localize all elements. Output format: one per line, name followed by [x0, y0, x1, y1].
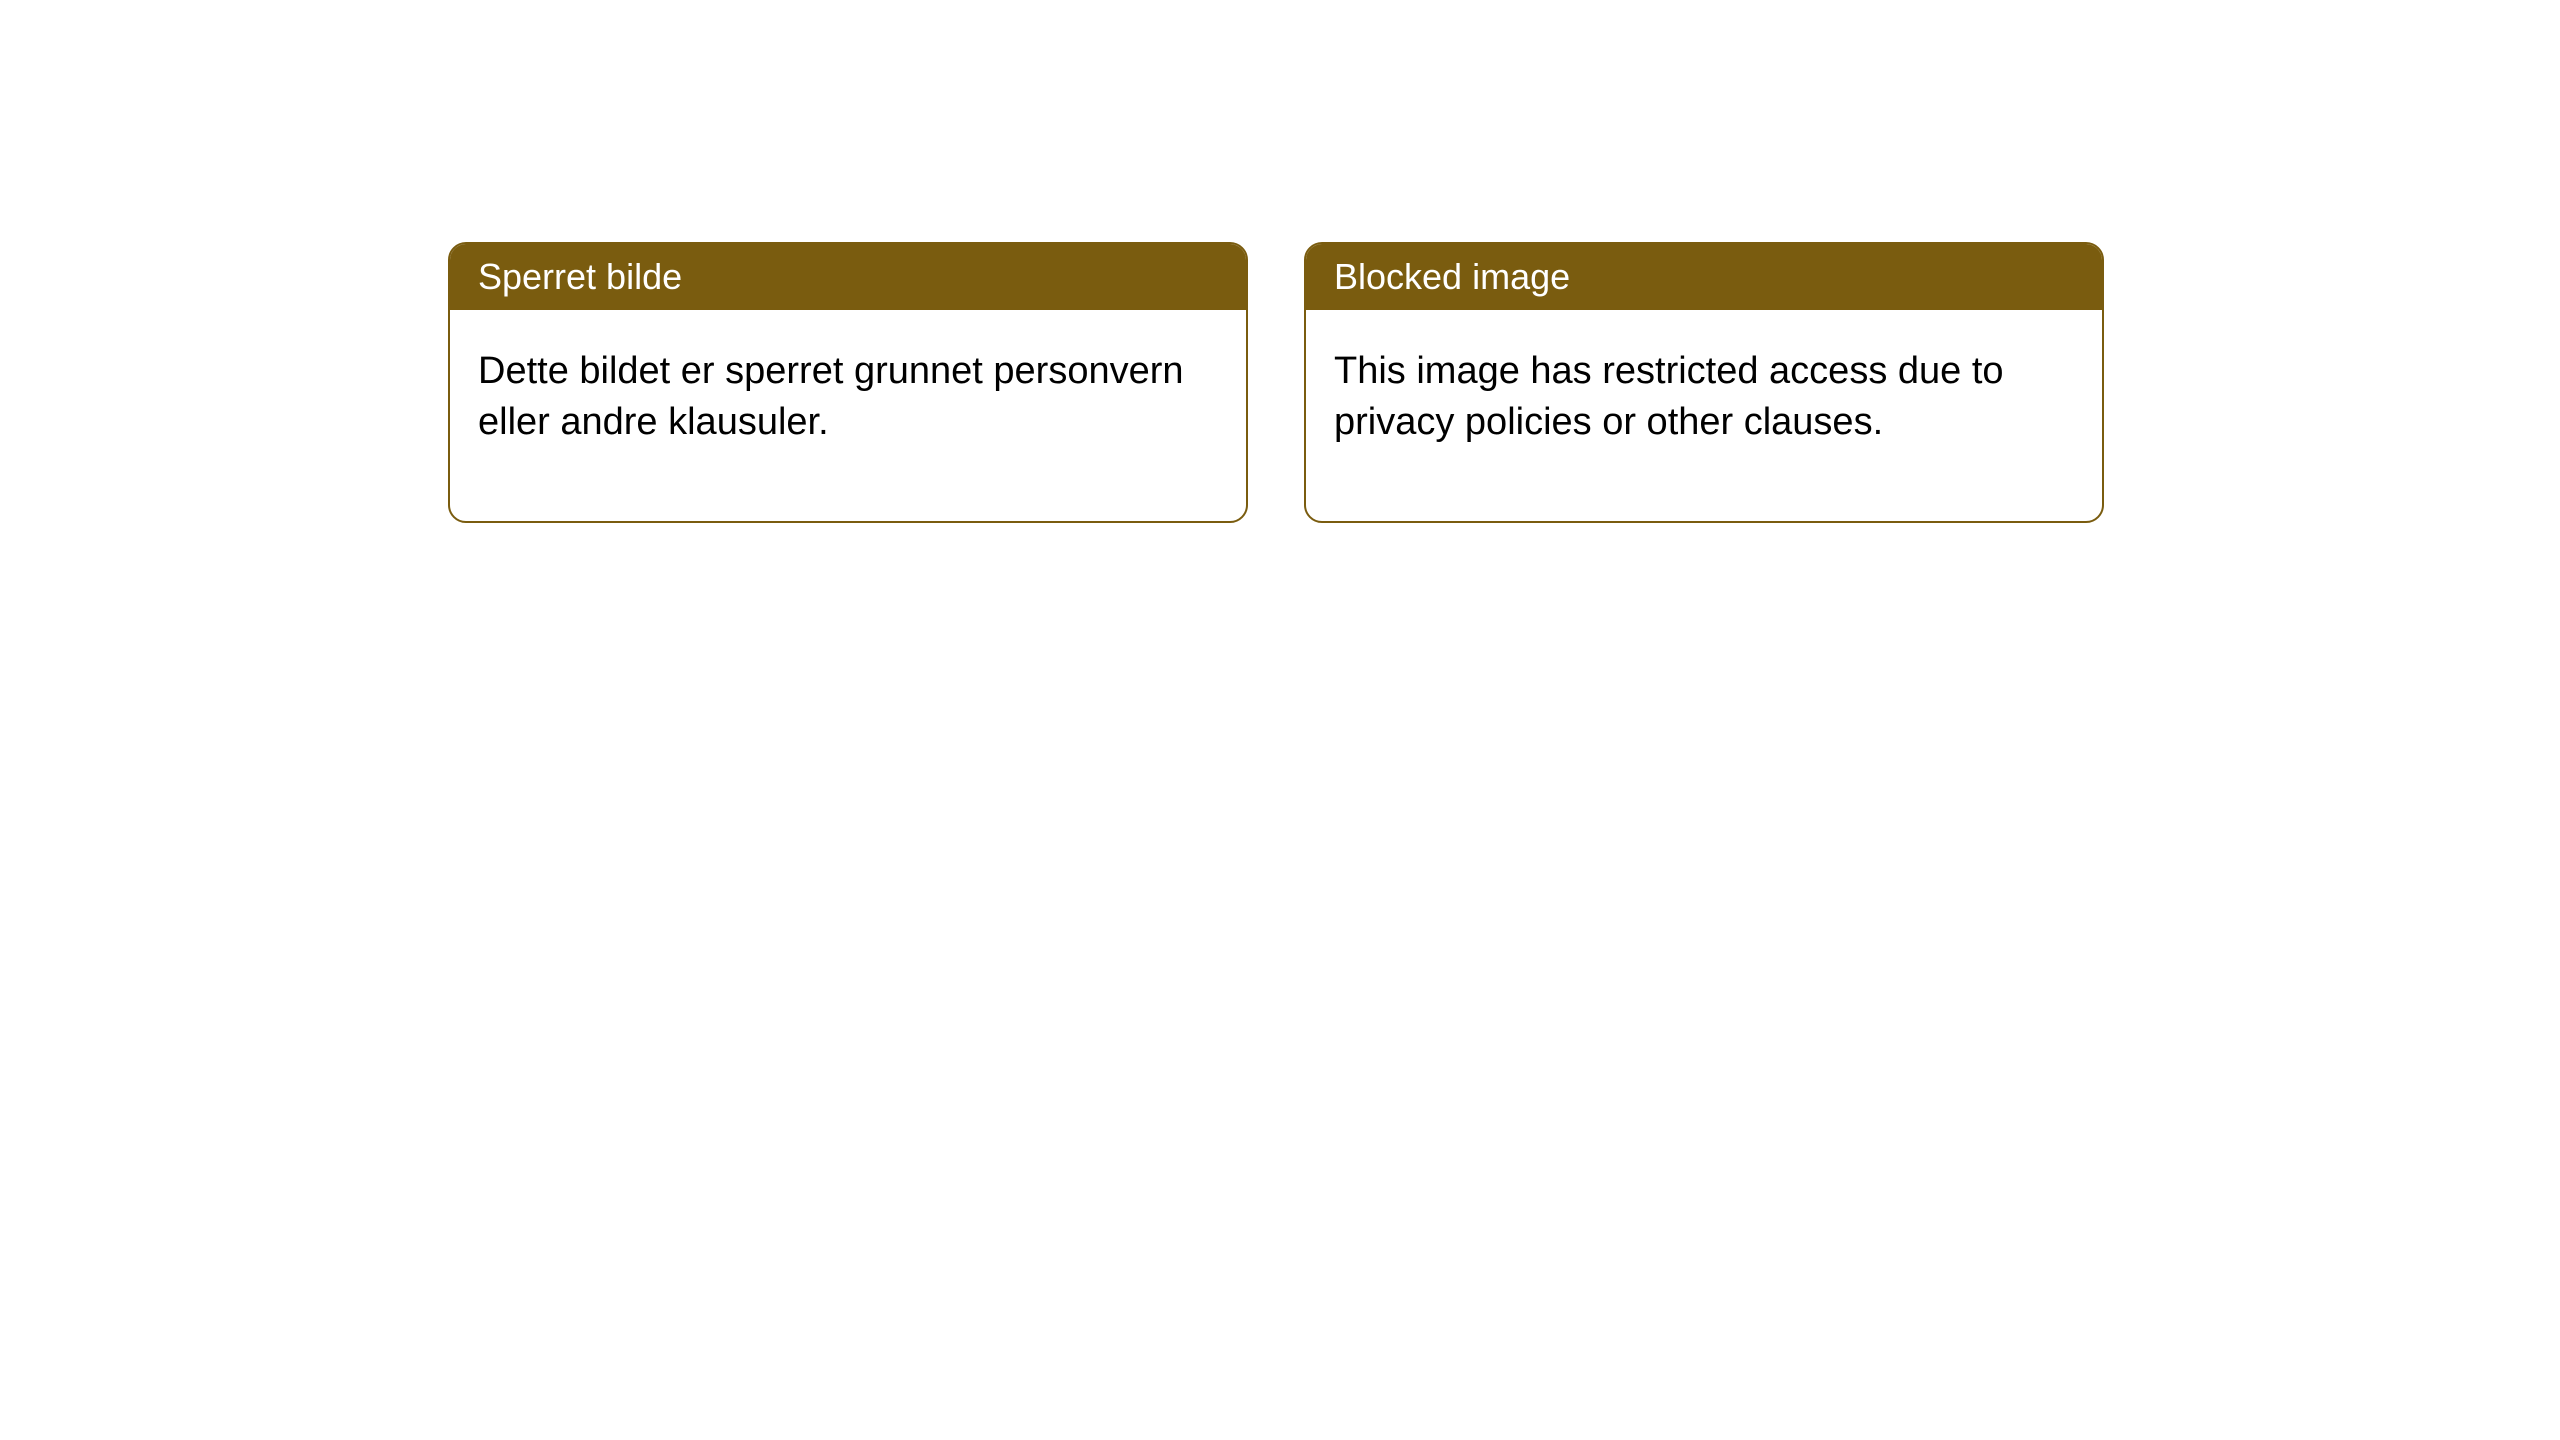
card-header-en: Blocked image [1306, 244, 2102, 310]
card-body-no: Dette bildet er sperret grunnet personve… [450, 310, 1246, 521]
card-header-no: Sperret bilde [450, 244, 1246, 310]
blocked-image-card-no: Sperret bilde Dette bildet er sperret gr… [448, 242, 1248, 523]
notice-container: Sperret bilde Dette bildet er sperret gr… [0, 0, 2560, 523]
blocked-image-card-en: Blocked image This image has restricted … [1304, 242, 2104, 523]
card-body-en: This image has restricted access due to … [1306, 310, 2102, 521]
